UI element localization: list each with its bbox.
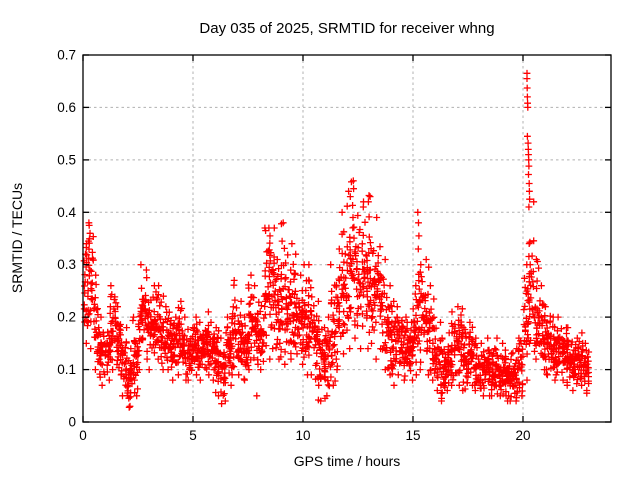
y-tick-label: 0.6: [57, 100, 76, 115]
x-tick-label: 5: [189, 428, 197, 443]
scatter-points: [80, 69, 593, 411]
y-tick-label: 0.5: [57, 152, 76, 167]
tick-labels: 0 5 10 15 20 0 0.1 0.2 0.3 0.4 0.5 0.6 0.7: [57, 48, 530, 444]
x-tick-label: 0: [79, 428, 87, 443]
y-axis-label: SRMTID / TECUs: [9, 183, 25, 293]
y-tick-label: 0.1: [57, 362, 76, 377]
y-tick-label: 0.7: [57, 48, 76, 63]
y-tick-label: 0: [68, 415, 76, 430]
y-tick-label: 0.2: [57, 310, 76, 325]
x-tick-label: 20: [515, 428, 530, 443]
axis-ticks: [82, 54, 611, 423]
plot-border: [82, 54, 612, 423]
gridlines: [83, 55, 611, 422]
chart-title: Day 035 of 2025, SRMTID for receiver whn…: [199, 20, 494, 37]
y-tick-label: 0.4: [57, 205, 76, 220]
y-tick-label: 0.3: [57, 257, 76, 272]
x-tick-label: 15: [405, 428, 420, 443]
x-axis-label: GPS time / hours: [294, 453, 401, 469]
x-tick-label: 10: [295, 428, 310, 443]
